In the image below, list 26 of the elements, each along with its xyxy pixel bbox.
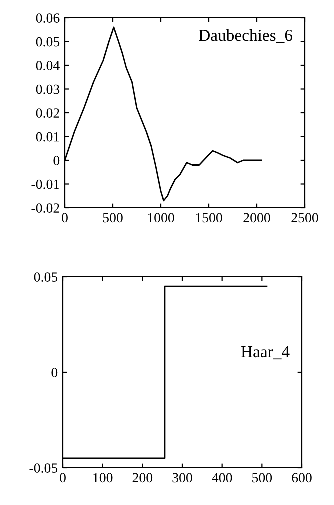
x-tick-label: 200	[132, 473, 153, 483]
annotation: Daubechies_6	[199, 29, 292, 44]
y-tick-label: -0.02	[32, 204, 60, 214]
x-tick-label: 300	[172, 473, 192, 483]
x-tick-label: 500	[103, 213, 123, 223]
y-tick-label: 0.02	[36, 108, 60, 118]
y-tick-label: 0.05	[36, 37, 60, 47]
y-tick-label: 0.05	[34, 272, 58, 282]
x-tick-label: 2500	[292, 213, 318, 223]
x-tick-label: 400	[212, 473, 232, 483]
y-tick-label: 0	[52, 368, 58, 378]
y-tick-label: -0.01	[32, 180, 60, 190]
y-tick-label: 0.06	[36, 14, 60, 24]
x-tick-label: 0	[62, 213, 68, 223]
x-tick-label: 2000	[244, 213, 270, 223]
x-tick-label: 1000	[148, 213, 174, 223]
x-tick-label: 600	[292, 473, 312, 483]
y-tick-label: -0.05	[30, 464, 58, 474]
y-tick-label: 0.03	[36, 84, 60, 94]
x-tick-label: 100	[94, 473, 113, 483]
y-tick-label: 0	[54, 156, 60, 166]
x-tick-label: 500	[252, 473, 272, 483]
x-tick-label: 1500	[196, 213, 222, 223]
y-tick-label: 0.04	[36, 61, 60, 71]
y-tick-label: 0.01	[36, 132, 60, 142]
annotation: Haar_4	[241, 346, 290, 360]
